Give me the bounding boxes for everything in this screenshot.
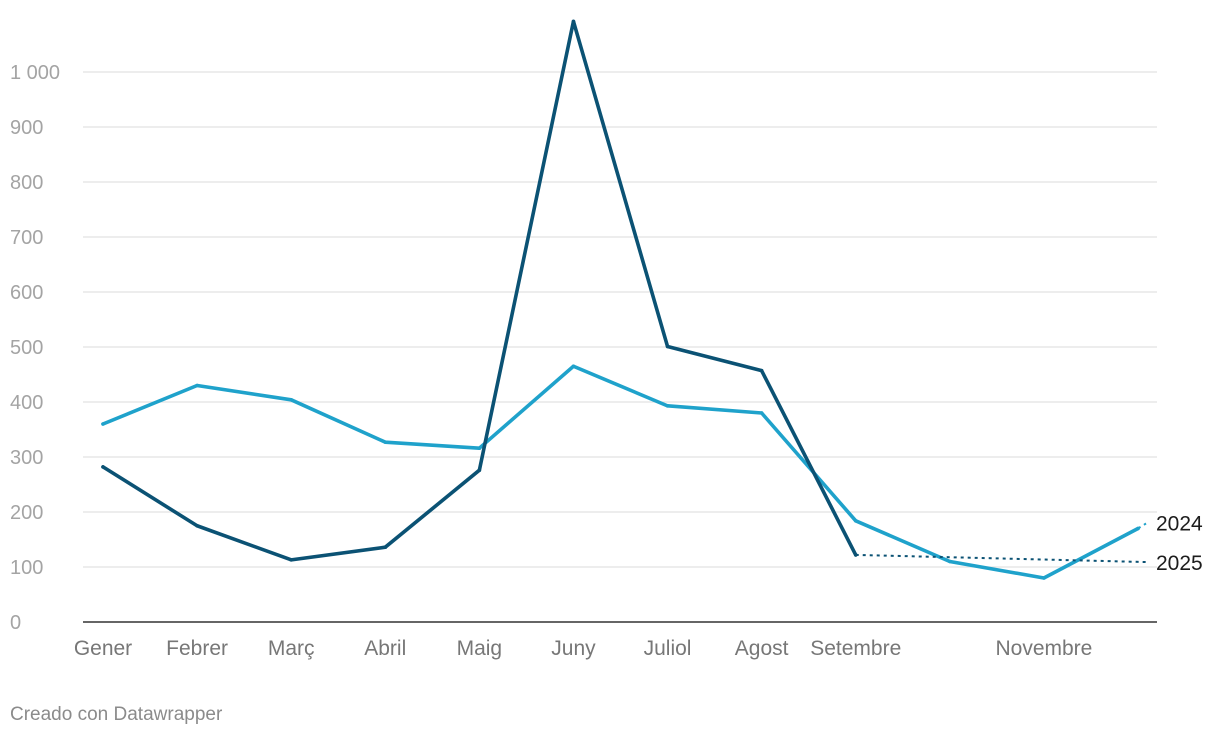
y-tick-label: 300 xyxy=(10,447,43,469)
data-point-2025 xyxy=(195,523,199,528)
x-tick-label: Juliol xyxy=(644,637,692,660)
y-tick-label: 400 xyxy=(10,392,43,414)
y-tick-label: 1 000 xyxy=(10,62,60,84)
y-tick-label: 700 xyxy=(10,227,43,249)
x-tick-label: Novembre xyxy=(995,637,1092,660)
data-point-2025 xyxy=(759,368,764,373)
data-point-2025 xyxy=(477,468,482,473)
projection-line-2025 xyxy=(855,553,1147,564)
data-point-2024 xyxy=(289,398,293,402)
series-line-2024 xyxy=(101,364,1140,580)
x-tick-label: Febrer xyxy=(166,637,228,660)
data-point-2024 xyxy=(195,383,199,388)
y-tick-label: 800 xyxy=(10,172,43,194)
series-line-2025 xyxy=(101,19,858,562)
grid-layer xyxy=(83,71,1157,623)
series-end-labels: 2024 2025 xyxy=(1156,513,1203,576)
series-end-label-2025: 2025 xyxy=(1156,552,1203,575)
data-point-2024 xyxy=(665,404,670,408)
data-point-2024 xyxy=(571,364,576,369)
data-point-2024 xyxy=(853,519,858,523)
data-point-2024 xyxy=(101,422,105,426)
y-tick-label: 0 xyxy=(10,612,21,634)
data-point-2025 xyxy=(665,344,670,349)
x-tick-label: Agost xyxy=(735,637,789,660)
x-tick-label: Març xyxy=(268,637,315,660)
x-tick-label: Setembre xyxy=(810,637,901,660)
tail-line-2024 xyxy=(1137,522,1147,530)
x-tick-label: Juny xyxy=(551,637,596,660)
x-axis: Gener Febrer Març Abril Maig Juny Juliol Agost S… xyxy=(74,637,1093,660)
y-axis: 0 100 200 300 400 500 600 700 800 900 1 000 xyxy=(10,62,60,634)
series-end-label-2024: 2024 xyxy=(1156,513,1203,536)
y-tick-label: 100 xyxy=(10,557,43,579)
y-tick-label: 600 xyxy=(10,282,43,304)
y-tick-label: 500 xyxy=(10,337,43,359)
y-tick-label: 900 xyxy=(10,117,43,139)
data-point-2024 xyxy=(948,559,952,564)
data-point-2025 xyxy=(101,465,105,469)
data-point-2025 xyxy=(571,19,576,24)
data-point-2025 xyxy=(383,545,388,549)
data-point-2025 xyxy=(289,558,293,562)
y-tick-label: 200 xyxy=(10,502,43,524)
series-layer xyxy=(101,19,1147,580)
data-point-2024 xyxy=(759,411,764,415)
x-tick-label: Maig xyxy=(457,637,503,660)
x-tick-label: Gener xyxy=(74,637,132,660)
x-tick-label: Abril xyxy=(364,637,406,660)
line-chart: 0 100 200 300 400 500 600 700 800 900 1 000 Gener F… xyxy=(10,19,1203,660)
credit-text: Creado con Datawrapper xyxy=(10,704,223,725)
data-point-2024 xyxy=(383,440,388,444)
data-point-2024 xyxy=(1042,576,1046,580)
data-point-2024 xyxy=(477,446,482,451)
